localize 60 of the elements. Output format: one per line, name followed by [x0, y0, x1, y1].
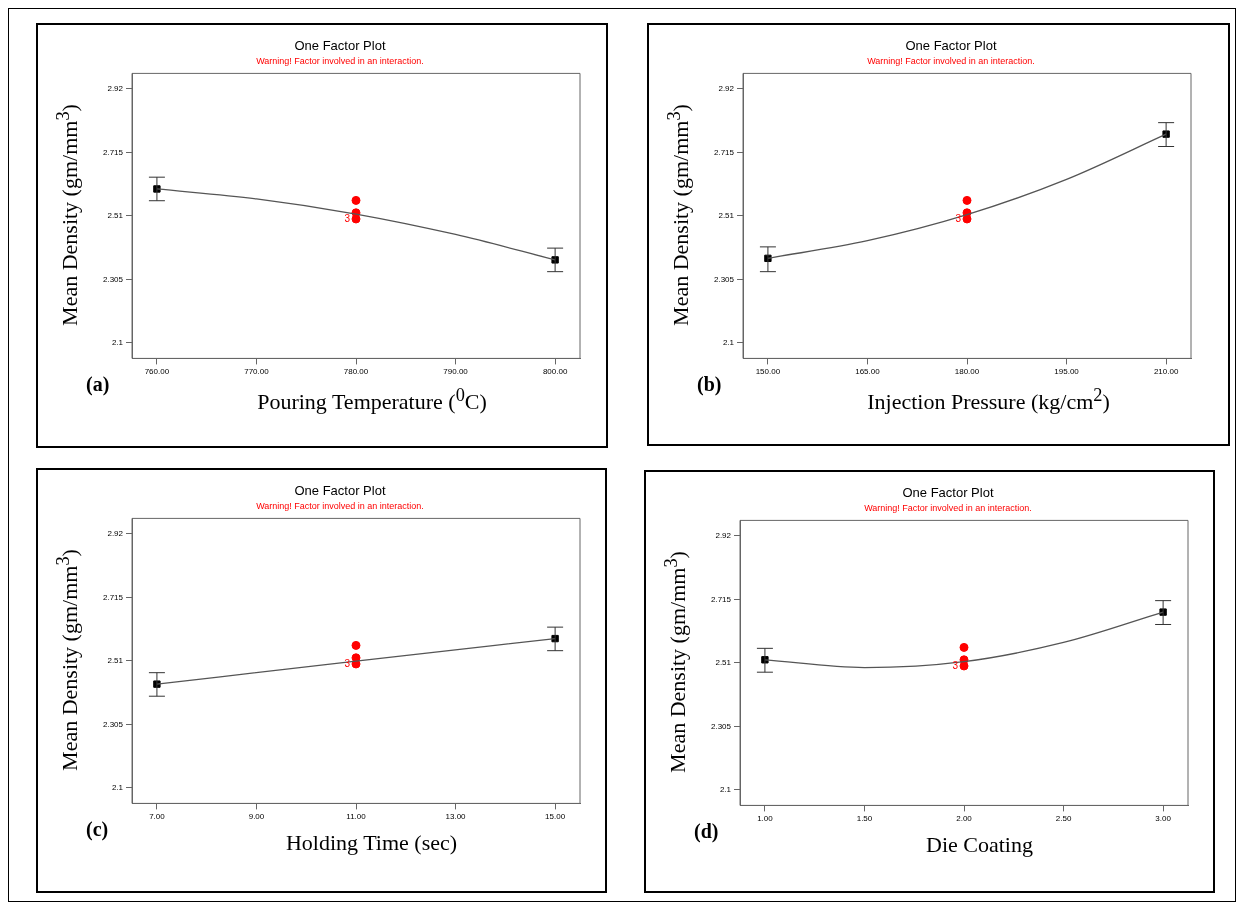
y-tick-label: 2.305 [710, 721, 732, 731]
y-tick-label: 2.92 [107, 529, 124, 539]
y-tick-label: 2.1 [111, 338, 124, 348]
chart-subtitle: Warning! Factor involved in an interaction. [864, 503, 1032, 514]
y-tick-label: 2.715 [102, 147, 124, 157]
chart-title: One Factor Plot [902, 485, 994, 501]
y-tick-label: 2.51 [715, 658, 732, 668]
x-tick-label: 13.00 [445, 812, 467, 822]
text: (a) [86, 373, 110, 396]
x-tick-label: 1.50 [856, 814, 873, 824]
y-tick-label: 2.92 [718, 84, 735, 94]
x-axis-title: Injection Pressure (kg/cm$^{2}$) [866, 385, 1111, 416]
x-tick-label: 15.00 [545, 812, 566, 822]
x-tick-label: 2.00 [956, 814, 973, 824]
y-tick-label: 2.305 [713, 274, 735, 284]
x-axis-title: Pouring Temperature ($^{0}$C) [256, 385, 488, 416]
x-tick-label: 800.00 [542, 367, 568, 377]
y-tick-label: 2.51 [107, 211, 124, 221]
y-tick-label: 2.92 [715, 531, 732, 541]
annotation: 3 [344, 657, 351, 669]
text: (d) [694, 820, 719, 843]
x-tick-label: 2.50 [1055, 814, 1072, 824]
y-tick-label: 2.92 [107, 84, 124, 94]
x-tick-label: 150.00 [755, 367, 781, 377]
text: (b) [697, 373, 722, 396]
x-tick-label: 195.00 [1054, 367, 1080, 377]
y-tick-label: 2.715 [102, 592, 124, 602]
x-axis-title: Die Coating [925, 832, 1034, 858]
y-tick-label: 2.1 [722, 338, 735, 348]
x-tick-label: 210.00 [1153, 367, 1179, 377]
x-tick-label: 790.00 [443, 367, 469, 377]
y-tick-label: 2.1 [111, 783, 124, 793]
x-tick-label: 1.00 [757, 814, 774, 824]
y-tick-label: 2.51 [107, 656, 124, 666]
x-tick-label: 760.00 [144, 367, 170, 377]
x-tick-label: 780.00 [343, 367, 369, 377]
text: (c) [86, 818, 109, 841]
annotation: 3 [955, 212, 962, 224]
x-tick-label: 7.00 [149, 812, 166, 822]
chart-subtitle: Warning! Factor involved in an interaction. [256, 501, 424, 512]
annotation: 3 [344, 212, 351, 224]
y-tick-label: 2.715 [713, 147, 735, 157]
x-tick-label: 165.00 [855, 367, 881, 377]
chart-subtitle: Warning! Factor involved in an interaction. [256, 56, 424, 67]
y-tick-label: 2.305 [102, 719, 124, 729]
chart-title: One Factor Plot [294, 483, 386, 499]
chart-subtitle: Warning! Factor involved in an interaction. [867, 56, 1035, 67]
y-tick-label: 2.305 [102, 274, 124, 284]
x-tick-label: 11.00 [346, 812, 367, 822]
annotation: 3 [952, 659, 959, 671]
x-tick-label: 770.00 [244, 367, 270, 377]
x-tick-label: 3.00 [1155, 814, 1172, 824]
x-axis-title: Holding Time (sec) [284, 830, 459, 856]
y-tick-label: 2.51 [718, 211, 735, 221]
y-tick-label: 2.715 [710, 594, 732, 604]
y-tick-label: 2.1 [719, 785, 732, 795]
x-tick-label: 9.00 [248, 812, 265, 822]
x-tick-label: 180.00 [954, 367, 980, 377]
chart-title: One Factor Plot [294, 38, 386, 54]
chart-title: One Factor Plot [905, 38, 997, 54]
